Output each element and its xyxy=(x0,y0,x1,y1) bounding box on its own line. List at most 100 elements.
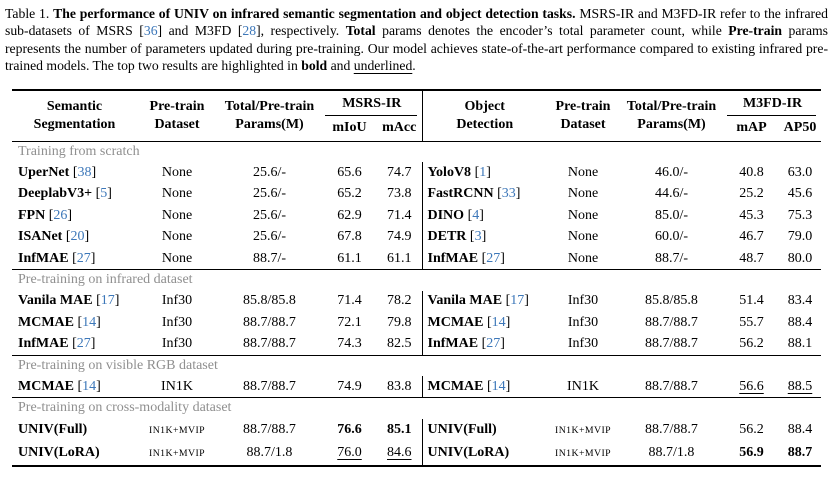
metric-value-text: 75.3 xyxy=(787,207,813,223)
header-pretrain-dataset-right: Pre-train Dataset xyxy=(547,90,619,142)
params-value: 60.0/- xyxy=(654,229,689,245)
pretrain-dataset: Inf30 xyxy=(567,314,599,330)
pretrain-dataset: None xyxy=(161,186,193,202)
metric-value: 74.3 xyxy=(322,334,377,356)
metric-value-text: 74.9 xyxy=(337,378,362,394)
metric-value-text: 56.2 xyxy=(739,422,764,438)
citation-link[interactable]: 4 xyxy=(472,207,480,223)
header-miou: mIoU xyxy=(322,116,377,142)
citation-link[interactable]: 27 xyxy=(486,250,501,266)
metric-value-text: 73.8 xyxy=(387,186,412,202)
citation-link[interactable]: 17 xyxy=(510,293,525,309)
metric-value: 74.9 xyxy=(377,227,422,249)
caption-text: underlined xyxy=(353,57,413,73)
pretrain-dataset: IN1K+MVIP xyxy=(555,424,611,436)
segmentation-method: InfMAE [27] xyxy=(18,250,96,266)
table-header: Semantic Segmentation Pre-train Dataset … xyxy=(12,90,822,142)
metric-value: 67.8 xyxy=(322,227,377,249)
metric-value-text: 25.2 xyxy=(739,186,764,202)
metric-value-text: 88.5 xyxy=(787,378,813,394)
citation-link[interactable]: 26 xyxy=(53,207,68,223)
detection-method: InfMAE [27] xyxy=(421,333,547,356)
header-msrs-ir-group: MSRS-IR xyxy=(322,90,422,116)
table-body: Training from scratch UperNet [38] None 25.… xyxy=(12,141,822,466)
metric-value: 61.1 xyxy=(322,248,377,270)
metric-value: 45.3 xyxy=(724,205,779,227)
metric-value: 71.4 xyxy=(322,291,377,313)
metric-value: 65.2 xyxy=(322,184,377,206)
params-value: 85.8/85.8 xyxy=(243,293,296,309)
metric-value-text: 85.1 xyxy=(387,422,412,438)
caption-text: and xyxy=(327,57,354,73)
citation-link[interactable]: 5 xyxy=(100,186,108,202)
metric-value: 40.8 xyxy=(724,162,779,184)
results-table: Semantic Segmentation Pre-train Dataset … xyxy=(12,89,822,467)
metric-value-text: 74.7 xyxy=(387,164,412,180)
paper-page: Table 1. The performance of UNIV on infr… xyxy=(0,5,833,467)
metric-value: 56.2 xyxy=(724,334,779,356)
citation-link[interactable]: 14 xyxy=(491,378,506,394)
header-params-left: Total/Pre-train Params(M) xyxy=(217,90,322,142)
metric-value-text: 65.6 xyxy=(337,164,362,180)
pretrain-dataset: None xyxy=(161,207,193,223)
citation-link[interactable]: 14 xyxy=(82,314,97,330)
detection-method: FastRCNN [33] xyxy=(421,183,547,206)
citation-link[interactable]: 27 xyxy=(486,336,501,352)
metric-value: 65.6 xyxy=(322,162,377,184)
pretrain-dataset: None xyxy=(567,250,599,266)
segmentation-method: MCMAE [14] xyxy=(18,378,101,394)
header-line: Pre-train xyxy=(149,98,205,114)
metric-value-text: 74.9 xyxy=(387,229,412,245)
citation-link[interactable]: 20 xyxy=(70,229,85,245)
citation-link[interactable]: 38 xyxy=(77,164,92,180)
metric-value-text: 61.1 xyxy=(337,250,362,266)
params-value: 88.7/88.7 xyxy=(243,422,296,438)
table-row: UNIV(LoRA) IN1K+MVIP 88.7/1.8 76.0 84.6 UNIV(… xyxy=(12,442,821,466)
segmentation-method: Vanila MAE [17] xyxy=(18,293,120,309)
metric-value: 88.5 xyxy=(779,376,821,398)
citation-link[interactable]: 27 xyxy=(76,250,91,266)
metric-value: 62.9 xyxy=(322,205,377,227)
header-line: Total/Pre-train xyxy=(224,98,315,114)
citation-link[interactable]: 28 xyxy=(242,23,257,39)
header-pretrain-dataset-left: Pre-train Dataset xyxy=(137,90,217,142)
citation-link[interactable]: 14 xyxy=(82,378,97,394)
detection-method: UNIV(Full) xyxy=(421,418,547,443)
params-value: 88.7/- xyxy=(654,250,689,266)
metric-value: 74.7 xyxy=(377,162,422,184)
citation-link[interactable]: 33 xyxy=(501,186,516,202)
metric-value: 56.6 xyxy=(724,376,779,398)
header-line: Dataset xyxy=(154,116,200,132)
citation-link[interactable]: 14 xyxy=(491,314,506,330)
params-value: 88.7/88.7 xyxy=(645,336,698,352)
params-value: 85.8/85.8 xyxy=(645,293,698,309)
pretrain-dataset: Inf30 xyxy=(161,314,193,330)
metric-value-text: 76.6 xyxy=(337,422,362,438)
metric-value-text: 88.1 xyxy=(787,336,813,352)
citation-link[interactable]: 27 xyxy=(76,336,91,352)
metric-value-text: 82.5 xyxy=(387,336,412,352)
caption-text: ], respectively. xyxy=(256,23,346,39)
metric-value-text: 84.6 xyxy=(387,445,412,461)
citation-link[interactable]: 36 xyxy=(143,23,158,39)
params-value: 88.7/88.7 xyxy=(645,422,698,438)
params-value: 25.6/- xyxy=(252,229,287,245)
metric-value-text: 80.0 xyxy=(787,250,813,266)
segmentation-method: ISANet [20] xyxy=(18,229,90,245)
citation-link[interactable]: 3 xyxy=(474,229,482,245)
metric-value: 75.3 xyxy=(779,205,821,227)
metric-value-text: 45.6 xyxy=(787,186,813,202)
metric-value: 74.9 xyxy=(322,376,377,398)
metric-value-text: 51.4 xyxy=(739,293,764,309)
header-params-right: Total/Pre-train Params(M) xyxy=(619,90,724,142)
header-m3fd-ir-group: M3FD-IR xyxy=(724,90,821,116)
table-row: InfMAE [27] None 88.7/- 61.1 61.1 InfMAE [27]… xyxy=(12,248,821,270)
citation-link[interactable]: 1 xyxy=(479,164,487,180)
metric-value: 55.7 xyxy=(724,312,779,334)
params-value: 25.6/- xyxy=(252,207,287,223)
params-value: 88.7/88.7 xyxy=(243,336,296,352)
detection-method: UNIV(LoRA) xyxy=(421,442,547,466)
metric-value-text: 88.4 xyxy=(787,422,813,438)
params-value: 88.7/88.7 xyxy=(243,378,296,394)
citation-link[interactable]: 17 xyxy=(100,293,115,309)
